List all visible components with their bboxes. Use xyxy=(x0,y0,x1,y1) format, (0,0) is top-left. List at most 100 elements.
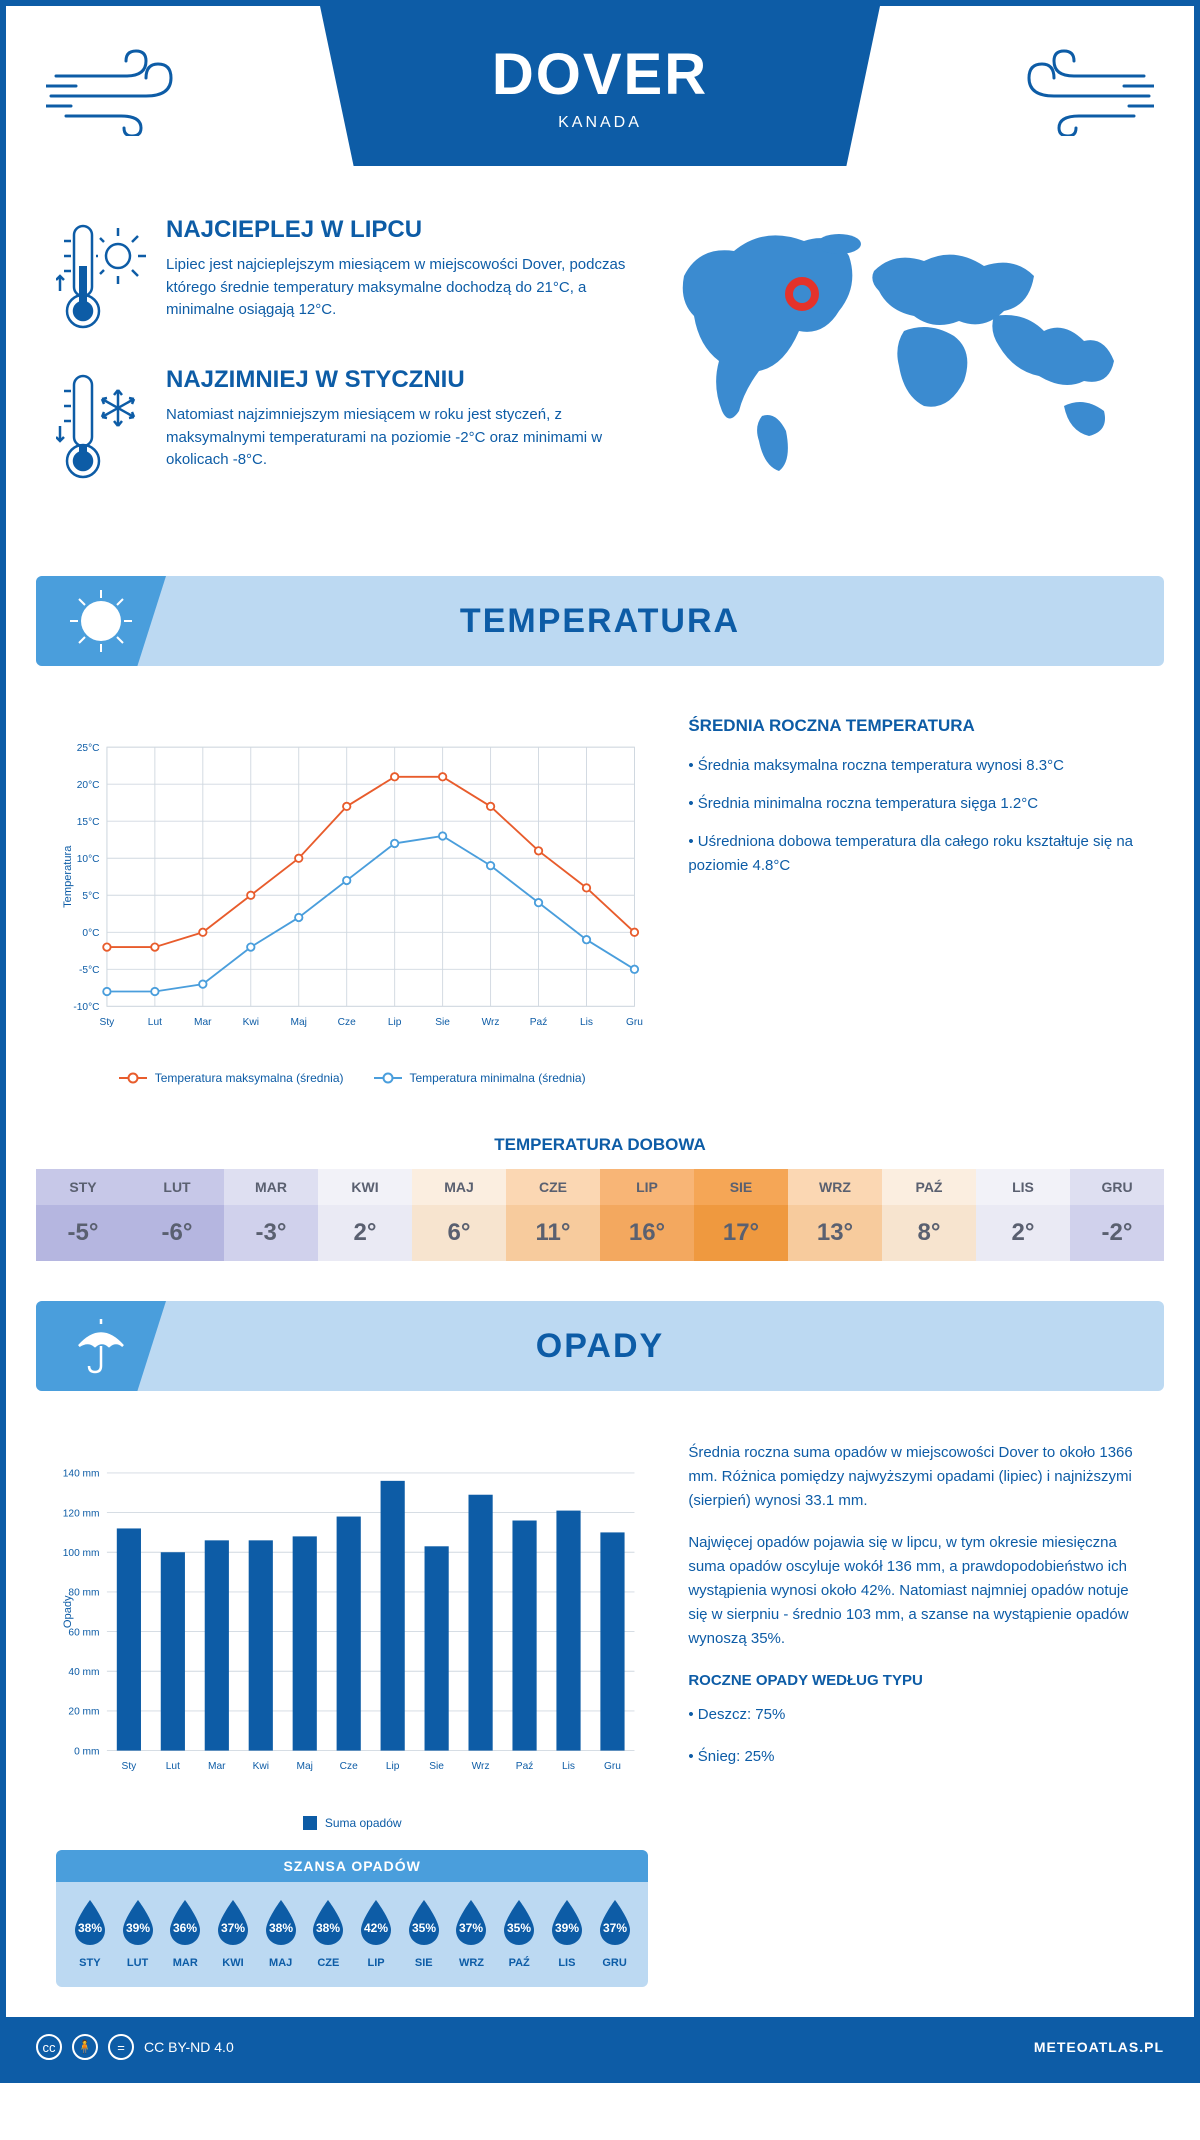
daily-value: 8° xyxy=(882,1205,976,1261)
chance-month: LIP xyxy=(352,1957,400,1969)
daily-month: GRU xyxy=(1070,1169,1164,1205)
daily-month: LUT xyxy=(130,1169,224,1205)
drop-icon: 37% xyxy=(452,1898,490,1946)
chance-cell: 38% MAJ xyxy=(257,1898,305,1969)
legend-max-label: Temperatura maksymalna (średnia) xyxy=(155,1071,344,1085)
chance-cell: 38% STY xyxy=(66,1898,114,1969)
intro-section: NAJCIEPLEJ W LIPCU Lipiec jest najcieple… xyxy=(6,186,1194,556)
chance-month: PAŹ xyxy=(495,1957,543,1969)
svg-text:Gru: Gru xyxy=(626,1017,643,1028)
daily-cell: PAŹ 8° xyxy=(882,1169,976,1261)
chance-cell: 37% GRU xyxy=(591,1898,639,1969)
svg-text:0 mm: 0 mm xyxy=(74,1746,99,1757)
precip-type-title: ROCZNE OPADY WEDŁUG TYPU xyxy=(688,1669,1144,1693)
svg-text:37%: 37% xyxy=(221,1921,245,1935)
temperature-banner: TEMPERATURA xyxy=(36,576,1164,666)
svg-text:36%: 36% xyxy=(173,1921,197,1935)
daily-value: -2° xyxy=(1070,1205,1164,1261)
thermometer-snow-icon xyxy=(56,366,146,486)
daily-cell: GRU -2° xyxy=(1070,1169,1164,1261)
daily-value: 16° xyxy=(600,1205,694,1261)
svg-text:15°C: 15°C xyxy=(77,817,100,828)
daily-month: CZE xyxy=(506,1169,600,1205)
svg-text:Opady: Opady xyxy=(62,1595,74,1628)
chance-cell: 37% WRZ xyxy=(448,1898,496,1969)
wind-icon xyxy=(46,46,196,136)
svg-text:Wrz: Wrz xyxy=(472,1761,490,1772)
legend-bar-label: Suma opadów xyxy=(325,1816,402,1830)
chance-month: MAR xyxy=(161,1957,209,1969)
daily-value: 2° xyxy=(976,1205,1070,1261)
temp-desc-item: • Uśredniona dobowa temperatura dla całe… xyxy=(688,830,1144,878)
daily-value: -6° xyxy=(130,1205,224,1261)
daily-cell: SIE 17° xyxy=(694,1169,788,1261)
page-title: DOVER xyxy=(492,41,708,108)
svg-text:Lut: Lut xyxy=(148,1017,162,1028)
chance-cell: 35% SIE xyxy=(400,1898,448,1969)
chance-month: CZE xyxy=(305,1957,353,1969)
svg-text:Wrz: Wrz xyxy=(482,1017,500,1028)
svg-text:37%: 37% xyxy=(459,1921,483,1935)
chance-title: SZANSA OPADÓW xyxy=(56,1850,648,1882)
umbrella-icon xyxy=(71,1316,131,1376)
daily-value: 2° xyxy=(318,1205,412,1261)
svg-text:10°C: 10°C xyxy=(77,854,100,865)
temperature-section: -10°C-5°C0°C5°C10°C15°C20°C25°CStyLutMar… xyxy=(6,686,1194,1115)
svg-text:5°C: 5°C xyxy=(82,891,99,902)
svg-text:Mar: Mar xyxy=(194,1017,212,1028)
svg-text:39%: 39% xyxy=(126,1921,150,1935)
daily-month: KWI xyxy=(318,1169,412,1205)
svg-text:Paź: Paź xyxy=(530,1017,548,1028)
daily-value: -3° xyxy=(224,1205,318,1261)
precip-type-item: • Śnieg: 25% xyxy=(688,1745,1144,1769)
daily-month: LIP xyxy=(600,1169,694,1205)
daily-value: 6° xyxy=(412,1205,506,1261)
daily-cell: LUT -6° xyxy=(130,1169,224,1261)
coldest-block: NAJZIMNIEJ W STYCZNIU Natomiast najzimni… xyxy=(56,366,634,486)
temp-desc-item: • Średnia minimalna roczna temperatura s… xyxy=(688,792,1144,816)
precipitation-description: Średnia roczna suma opadów w miejscowośc… xyxy=(688,1441,1144,1987)
daily-month: STY xyxy=(36,1169,130,1205)
svg-text:37%: 37% xyxy=(603,1921,627,1935)
svg-text:35%: 35% xyxy=(412,1921,436,1935)
svg-text:Maj: Maj xyxy=(297,1761,313,1772)
svg-text:0°C: 0°C xyxy=(82,928,99,939)
daily-cell: LIS 2° xyxy=(976,1169,1070,1261)
daily-cell: WRZ 13° xyxy=(788,1169,882,1261)
site-label: METEOATLAS.PL xyxy=(1034,2039,1164,2055)
warmest-title: NAJCIEPLEJ W LIPCU xyxy=(166,216,634,244)
svg-text:Sty: Sty xyxy=(122,1761,138,1772)
precipitation-chart: 0 mm20 mm40 mm60 mm80 mm100 mm120 mm140 … xyxy=(56,1441,648,1987)
svg-text:39%: 39% xyxy=(555,1921,579,1935)
chance-cell: 38% CZE xyxy=(305,1898,353,1969)
svg-text:-5°C: -5°C xyxy=(79,965,99,976)
drop-icon: 38% xyxy=(309,1898,347,1946)
chance-cell: 39% LIS xyxy=(543,1898,591,1969)
daily-cell: MAR -3° xyxy=(224,1169,318,1261)
svg-text:38%: 38% xyxy=(316,1921,340,1935)
svg-text:100 mm: 100 mm xyxy=(63,1548,100,1559)
daily-month: LIS xyxy=(976,1169,1070,1205)
svg-text:Temperatura: Temperatura xyxy=(62,845,74,908)
daily-cell: MAJ 6° xyxy=(412,1169,506,1261)
svg-text:140 mm: 140 mm xyxy=(63,1469,100,1480)
svg-text:Lut: Lut xyxy=(166,1761,180,1772)
precipitation-title: OPADY xyxy=(36,1327,1164,1366)
svg-text:Cze: Cze xyxy=(340,1761,358,1772)
svg-text:Sty: Sty xyxy=(100,1017,116,1028)
world-map xyxy=(664,216,1144,516)
svg-text:Kwi: Kwi xyxy=(243,1017,259,1028)
header-banner: DOVER KANADA xyxy=(320,6,880,166)
svg-text:Sie: Sie xyxy=(429,1761,444,1772)
page-subtitle: KANADA xyxy=(558,114,642,132)
svg-text:Mar: Mar xyxy=(208,1761,226,1772)
coldest-text: Natomiast najzimniejszym miesiącem w rok… xyxy=(166,404,634,472)
svg-text:Lip: Lip xyxy=(386,1761,400,1772)
svg-text:35%: 35% xyxy=(507,1921,531,1935)
drop-icon: 39% xyxy=(548,1898,586,1946)
drop-icon: 35% xyxy=(405,1898,443,1946)
footer: cc 🧍 = CC BY-ND 4.0 METEOATLAS.PL xyxy=(6,2017,1194,2077)
daily-cell: CZE 11° xyxy=(506,1169,600,1261)
daily-month: MAJ xyxy=(412,1169,506,1205)
svg-text:Lis: Lis xyxy=(562,1761,575,1772)
